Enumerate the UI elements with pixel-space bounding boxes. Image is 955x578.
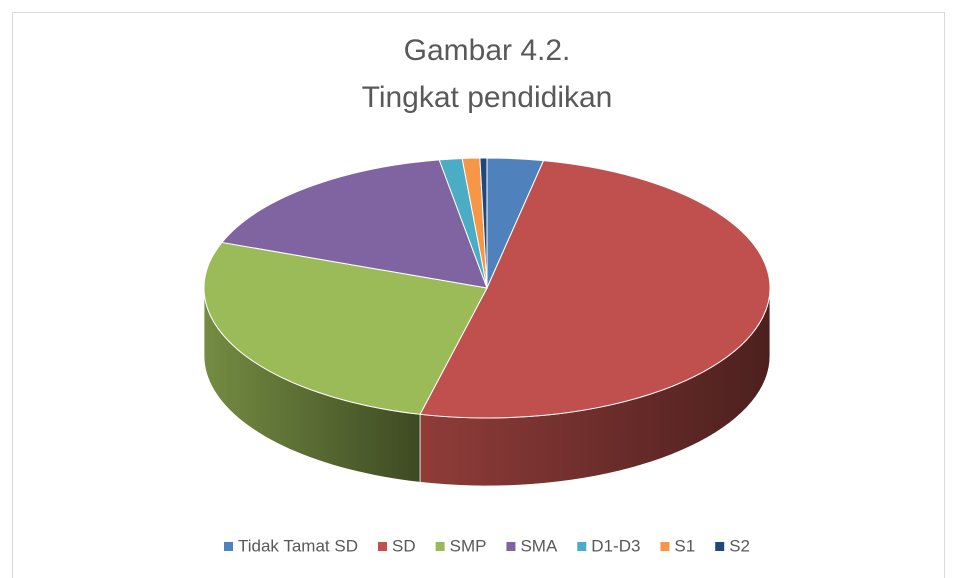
legend-swatch xyxy=(223,542,233,551)
legend-label: SD xyxy=(392,536,416,555)
legend-label: S1 xyxy=(674,536,695,555)
legend-item: S1 xyxy=(660,536,695,555)
legend-swatch xyxy=(660,542,670,551)
legend-swatch xyxy=(435,542,445,551)
legend-item: S2 xyxy=(715,536,750,555)
pie-slice xyxy=(203,241,488,415)
legend-item: SMP xyxy=(435,536,487,555)
legend-swatch xyxy=(377,542,387,551)
legend-label: S2 xyxy=(729,536,750,555)
legend-swatch xyxy=(506,542,516,551)
chart-title: Gambar 4.2. xyxy=(404,34,571,67)
pie xyxy=(203,157,771,487)
legend-swatch xyxy=(577,542,587,551)
pie-slice xyxy=(479,157,488,289)
pie-slice xyxy=(419,160,771,419)
legend-label: D1-D3 xyxy=(591,536,640,555)
legend-item: Tidak Tamat SD xyxy=(223,536,358,555)
legend-swatch xyxy=(715,542,725,551)
legend-label: SMP xyxy=(450,536,487,555)
legend-label: SMA xyxy=(520,536,558,555)
pie-slice xyxy=(221,159,488,289)
legend-item: D1-D3 xyxy=(577,536,640,555)
legend-item: SD xyxy=(377,536,416,555)
legend-label: Tidak Tamat SD xyxy=(238,536,358,555)
chart-title: Tingkat pendidikan xyxy=(362,81,613,114)
legend-item: SMA xyxy=(506,536,558,555)
legend: Tidak Tamat SD SD SMP SMA D1-D3 S1 S2 xyxy=(223,536,750,555)
